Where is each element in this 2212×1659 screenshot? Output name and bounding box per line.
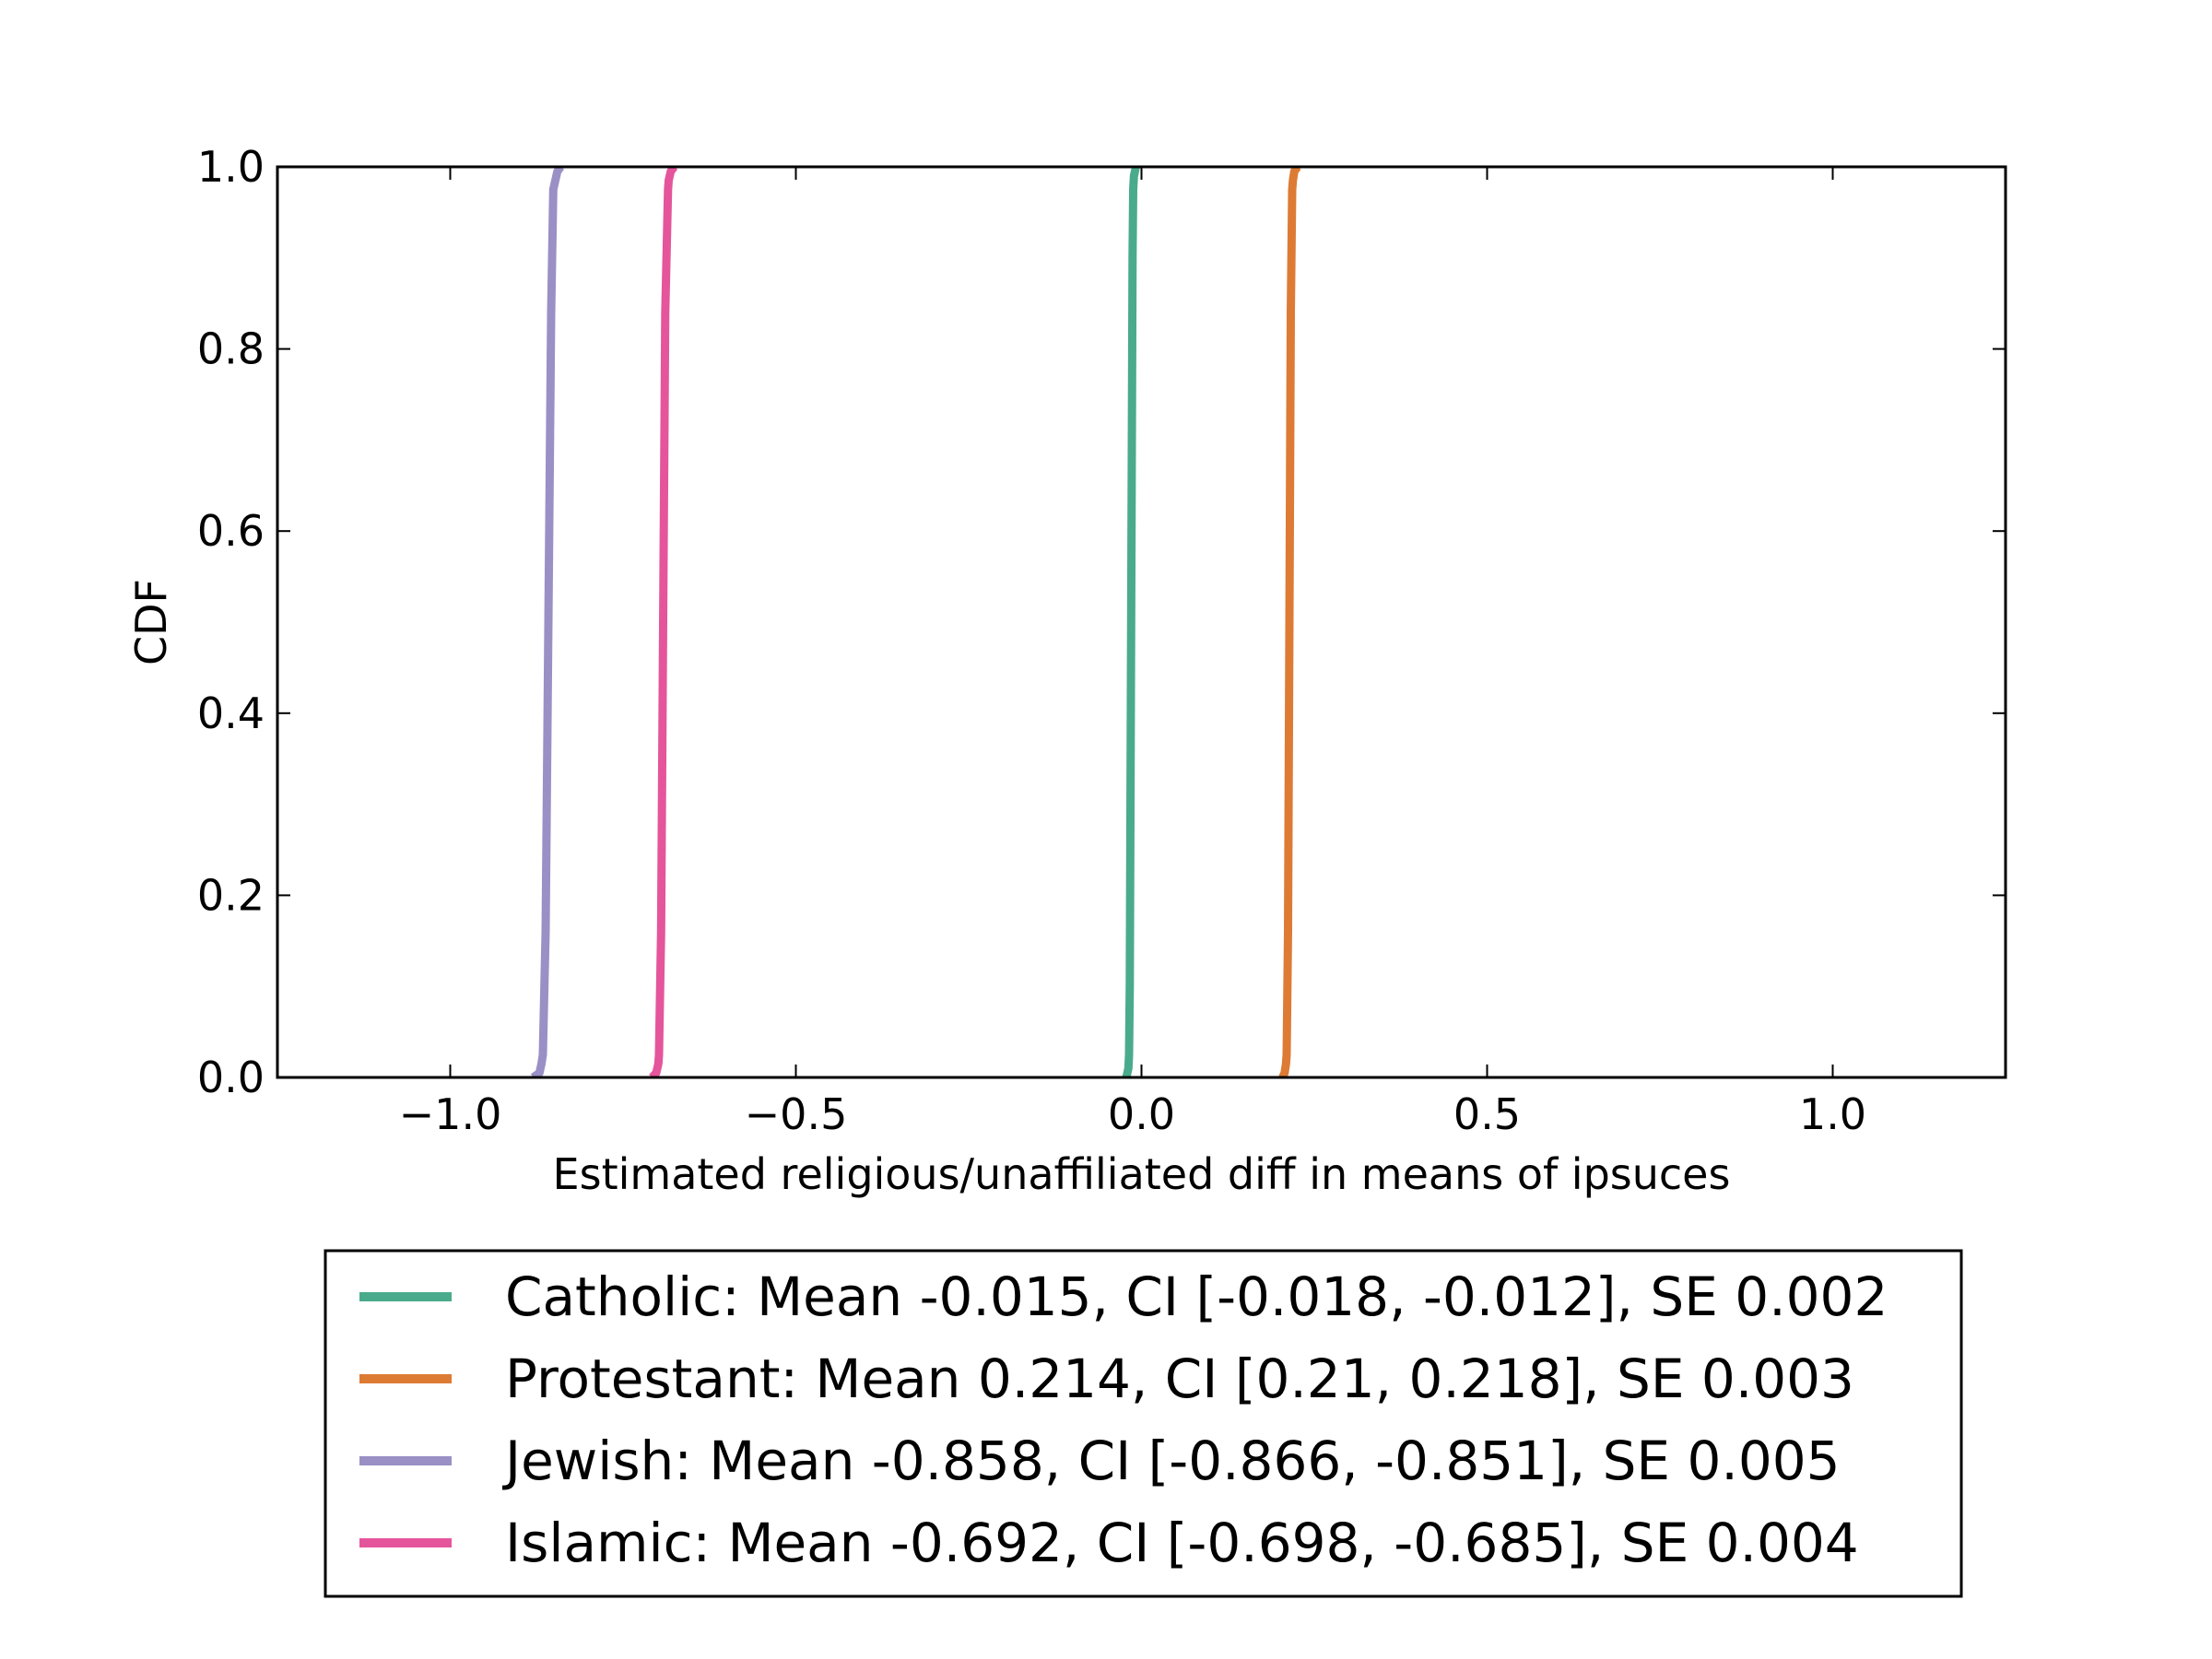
y-axis-label: CDF: [126, 579, 176, 665]
x-tick-label: 0.0: [1108, 1089, 1175, 1139]
x-tick-label: −0.5: [745, 1089, 848, 1139]
series-layer: [530, 167, 1301, 1077]
legend-entry-catholic: Catholic: Mean -0.015, CI [-0.018, -0.01…: [359, 1265, 1888, 1328]
ticks-layer: −1.0 −0.5 0.0 0.5 1.0 0.0 0.2 0.4 0.6 0.8 1.0: [197, 142, 2006, 1139]
series-line-protestant: [1278, 167, 1301, 1077]
legend-entry-islamic: Islamic: Mean -0.692, CI [-0.698, -0.685…: [359, 1512, 1859, 1574]
y-tick-label: 0.0: [197, 1053, 265, 1102]
legend-label: Catholic: Mean -0.015, CI [-0.018, -0.01…: [505, 1265, 1888, 1328]
y-tick-label: 0.6: [197, 506, 265, 556]
legend-frame: [324, 1249, 1963, 1598]
y-tick-label: 0.2: [197, 870, 265, 920]
legend-entry-protestant: Protestant: Mean 0.214, CI [0.21, 0.218]…: [359, 1347, 1854, 1410]
legend-label: Protestant: Mean 0.214, CI [0.21, 0.218]…: [505, 1347, 1854, 1410]
series-line-islamic: [649, 167, 678, 1077]
legend-entry-jewish: Jewish: Mean -0.858, CI [-0.866, -0.851]…: [359, 1430, 1841, 1492]
x-tick-label: 0.5: [1453, 1089, 1521, 1139]
legend: Catholic: Mean -0.015, CI [-0.018, -0.01…: [324, 1249, 1963, 1598]
x-tick-label: 1.0: [1799, 1089, 1866, 1139]
legend-label: Jewish: Mean -0.858, CI [-0.866, -0.851]…: [502, 1430, 1841, 1492]
series-line-catholic: [1122, 167, 1140, 1077]
legend-label: Islamic: Mean -0.692, CI [-0.698, -0.685…: [505, 1512, 1859, 1574]
y-tick-label: 0.8: [197, 324, 265, 374]
legend-items: Catholic: Mean -0.015, CI [-0.018, -0.01…: [359, 1265, 1888, 1574]
x-tick-label: −1.0: [399, 1089, 502, 1139]
series-line-jewish: [530, 167, 565, 1077]
y-tick-label: 1.0: [197, 142, 265, 192]
x-axis-label: Estimated religious/unaffiliated diff in…: [553, 1149, 1731, 1199]
y-tick-label: 0.4: [197, 688, 265, 738]
